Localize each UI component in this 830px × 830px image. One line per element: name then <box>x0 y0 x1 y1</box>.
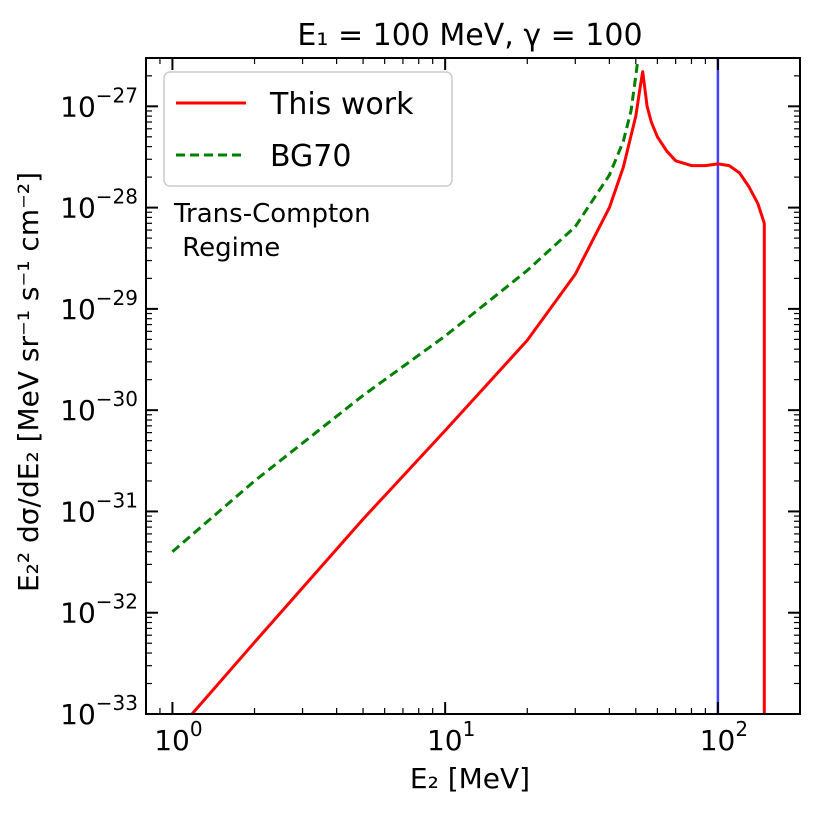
x-tick-label: 101 <box>427 717 475 757</box>
chart-title: E₁ = 100 MeV, γ = 100 <box>297 18 642 53</box>
y-tick-base: 10 <box>60 192 96 225</box>
y-tick-exponent: −33 <box>96 691 138 715</box>
axis-ticks <box>145 57 801 715</box>
y-tick-base: 10 <box>60 394 96 427</box>
annotation-line-2: Regime <box>174 233 280 263</box>
y-tick-base: 10 <box>60 90 96 123</box>
y-tick-label: 10−31 <box>60 488 138 528</box>
legend: This work BG70 <box>163 71 453 187</box>
y-tick-exponent: −29 <box>96 286 138 310</box>
y-tick-label: 10−27 <box>60 83 138 123</box>
plot-area <box>145 57 801 715</box>
x-tick-base: 10 <box>427 724 463 757</box>
x-tick-label: 102 <box>700 717 748 757</box>
y-tick-exponent: −28 <box>96 185 138 209</box>
series-line-this-work <box>190 70 766 714</box>
regime-annotation: Trans-Compton Regime <box>173 199 371 263</box>
y-tick-label: 10−33 <box>60 691 138 731</box>
y-tick-exponent: −32 <box>96 590 138 614</box>
y-tick-base: 10 <box>60 495 96 528</box>
x-tick-base: 10 <box>700 724 736 757</box>
y-axis-title: E₂² dσ/dE₂ [MeV sr⁻¹ s⁻¹ cm⁻²] <box>12 172 45 592</box>
y-tick-exponent: −30 <box>96 387 138 411</box>
series-group <box>171 58 766 714</box>
legend-label-this-work: This work <box>269 87 414 122</box>
plot-frame <box>145 57 801 715</box>
x-axis-title: E₂ [MeV] <box>410 762 530 795</box>
y-tick-label: 10−30 <box>60 387 138 427</box>
x-tick-exponent: 1 <box>463 717 476 741</box>
y-tick-label: 10−28 <box>60 185 138 225</box>
y-tick-exponent: −27 <box>96 83 138 107</box>
y-tick-label: 10−29 <box>60 286 138 326</box>
y-tick-label: 10−32 <box>60 590 138 630</box>
annotation-line-1: Trans-Compton <box>173 199 371 229</box>
y-tick-base: 10 <box>60 597 96 630</box>
legend-label-bg70: BG70 <box>270 139 351 174</box>
x-tick-base: 10 <box>154 724 190 757</box>
y-tick-base: 10 <box>60 293 96 326</box>
x-tick-label: 100 <box>154 717 202 757</box>
series-line-bg70 <box>171 58 640 553</box>
x-tick-exponent: 2 <box>735 717 748 741</box>
x-tick-exponent: 0 <box>190 717 203 741</box>
y-tick-exponent: −31 <box>96 488 138 512</box>
y-tick-base: 10 <box>60 698 96 731</box>
legend-box <box>163 71 453 187</box>
